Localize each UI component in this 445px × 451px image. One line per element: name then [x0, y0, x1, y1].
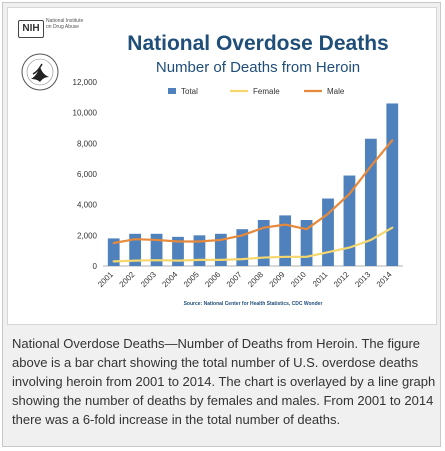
y-tick-label: 4,000: [77, 201, 98, 210]
x-tick-label: 2006: [203, 270, 222, 289]
bar-total-2004: [172, 236, 184, 266]
bar-total-2008: [257, 220, 270, 266]
agency-name-line2: on Drug Abuse: [46, 24, 80, 30]
bar-total-2003: [150, 233, 163, 266]
x-tick-label: 2007: [225, 270, 244, 289]
legend-swatch-total: [168, 88, 176, 94]
hhs-seal-icon: [21, 53, 59, 91]
y-tick-label: 10,000: [73, 109, 98, 118]
bar-total-2010: [300, 220, 313, 266]
y-tick-label: 8,000: [77, 139, 98, 148]
y-tick-label: 0: [93, 262, 98, 271]
legend-label-total: Total: [181, 87, 198, 96]
x-tick-label: 2001: [96, 270, 115, 289]
bar-total-2011: [322, 198, 334, 266]
x-tick-label: 2012: [332, 270, 351, 289]
agency-name: National Institute on Drug Abuse: [46, 18, 106, 30]
x-tick-label: 2004: [160, 270, 179, 289]
figure-panel: NIH National Institute on Drug Abuse Nat…: [2, 2, 441, 447]
bar-total-2001: [107, 238, 120, 266]
x-tick-label: 2005: [182, 270, 201, 289]
figure-caption: National Overdose Deaths—Number of Death…: [12, 336, 436, 427]
legend-label-male: Male: [327, 87, 345, 96]
y-tick-label: 6,000: [77, 170, 98, 179]
x-tick-label: 2013: [353, 270, 372, 289]
nih-logo: NIH: [18, 20, 44, 38]
legend-label-female: Female: [253, 87, 280, 96]
bar-total-2013: [364, 138, 377, 266]
x-tick-label: 2009: [268, 270, 287, 289]
bar-total-2006: [214, 233, 227, 266]
chart-subtitle: Number of Deaths from Heroin: [155, 59, 361, 76]
bar-total-2009: [279, 215, 292, 266]
bar-total-2014: [386, 103, 399, 266]
chart-title: National Overdose Deaths: [127, 32, 389, 55]
x-tick-label: 2014: [375, 270, 394, 289]
agency-name-line1: National Institute: [46, 18, 84, 24]
x-tick-label: 2002: [118, 270, 137, 289]
bar-total-2012: [343, 175, 356, 266]
x-tick-label: 2010: [289, 270, 308, 289]
bar-total-2007: [236, 229, 249, 266]
bar-total-2002: [129, 233, 142, 266]
x-tick-label: 2011: [311, 270, 330, 289]
line-male: [112, 139, 394, 245]
y-tick-label: 12,000: [73, 78, 98, 87]
source-note: Source: National Center for Health Stati…: [184, 301, 323, 307]
x-tick-label: 2008: [246, 270, 265, 289]
y-tick-label: 2,000: [77, 231, 98, 240]
x-tick-label: 2003: [139, 270, 158, 289]
line-female: [112, 226, 394, 263]
bar-total-2005: [193, 235, 206, 266]
chart-figure: NIH National Institute on Drug Abuse Nat…: [7, 7, 437, 325]
